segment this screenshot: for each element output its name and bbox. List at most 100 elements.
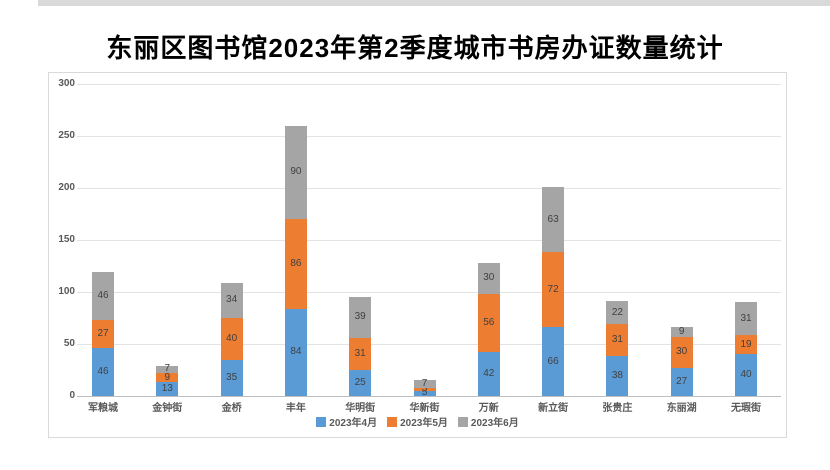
bar-segment[interactable]: [477, 294, 500, 353]
bar-value-label: 86: [290, 257, 302, 269]
legend-swatch-icon: [387, 416, 398, 427]
bar-segment[interactable]: [542, 327, 565, 396]
bar-segment[interactable]: [156, 382, 179, 396]
bar-value-label: 90: [290, 166, 302, 178]
bar-segment[interactable]: [670, 336, 693, 368]
bar-segment[interactable]: [670, 327, 693, 337]
bar-segment[interactable]: [156, 373, 179, 383]
bar-value-label: 31: [354, 347, 366, 359]
x-axis-line: [77, 396, 781, 397]
bar-value-label: 13: [161, 383, 173, 395]
bar-value-label: 7: [164, 363, 171, 375]
bar-value-label: 25: [354, 377, 366, 388]
bar-value-label: 35: [226, 371, 238, 383]
bar-value-label: 66: [547, 355, 559, 367]
bar-segment[interactable]: [413, 380, 436, 388]
bar-value-label: 27: [97, 328, 109, 340]
bar-value-label: 30: [676, 346, 688, 358]
legend-item[interactable]: 2023年4月: [316, 414, 377, 429]
bar-segment[interactable]: [349, 337, 372, 370]
window-top-strip: [38, 0, 830, 6]
legend-label: 2023年6月: [470, 418, 519, 429]
bar-segment[interactable]: [156, 365, 179, 374]
legend: 2023年4月 2023年5月 2023年6月: [49, 414, 786, 429]
x-axis-category-label: 金钟街: [152, 403, 183, 414]
bar-segment[interactable]: [735, 334, 757, 355]
x-axis-category-label: 金桥: [221, 403, 242, 414]
x-axis-category-label: 军粮城: [88, 403, 118, 414]
bar-segment[interactable]: [284, 219, 307, 309]
legend-item[interactable]: 2023年6月: [457, 414, 519, 429]
bar-segment[interactable]: [349, 370, 372, 396]
bar-value-label: 9: [678, 326, 685, 338]
bar-segment[interactable]: [413, 387, 436, 391]
y-gridline: [77, 344, 781, 345]
bar-segment[interactable]: [606, 301, 629, 325]
y-axis-tick-label: 100: [58, 286, 75, 297]
bar-segment[interactable]: [606, 356, 629, 396]
bar-value-label: 30: [483, 272, 495, 284]
bar-segment[interactable]: [477, 262, 500, 295]
bar-value-label: 40: [740, 369, 752, 381]
y-gridline: [77, 292, 781, 293]
bar-segment[interactable]: [606, 324, 629, 357]
bar-value-label: 19: [740, 338, 752, 350]
bar-segment[interactable]: [670, 367, 693, 396]
page-title: 东丽区图书馆2023年第2季度城市书房办证数量统计: [106, 33, 724, 63]
y-axis-tick-label: 0: [69, 390, 75, 401]
bar-segment[interactable]: [735, 354, 757, 396]
bar-value-label: 22: [611, 306, 623, 318]
bar-value-label: 84: [290, 346, 302, 358]
bar-segment[interactable]: [284, 125, 307, 220]
bar-segment[interactable]: [413, 390, 436, 396]
y-axis-tick-label: 50: [63, 338, 75, 349]
y-gridline: [77, 136, 781, 137]
bar-segment[interactable]: [92, 320, 114, 349]
bar-segment[interactable]: [220, 318, 243, 360]
x-axis-category-label: 新立街: [538, 403, 569, 414]
legend-swatch-icon: [316, 416, 327, 427]
bar-value-label: 40: [226, 332, 238, 344]
legend-label: 2023年4月: [329, 418, 378, 429]
x-axis-category-label: 华明街: [345, 403, 376, 414]
y-axis-tick-label: 250: [58, 130, 75, 141]
bar-value-label: 34: [226, 294, 238, 306]
bar-segment[interactable]: [220, 282, 243, 318]
x-axis-category-label: 丰年: [285, 403, 306, 414]
y-gridline: [77, 240, 781, 241]
bar-segment[interactable]: [477, 352, 500, 396]
bar-segment[interactable]: [542, 186, 565, 253]
bar-value-label: 56: [483, 317, 495, 329]
bar-value-label: 72: [547, 283, 559, 295]
bar-value-label: 9: [164, 371, 171, 383]
bar-segment[interactable]: [349, 297, 372, 338]
bar-value-label: 46: [97, 290, 109, 302]
bar-segment[interactable]: [92, 272, 114, 321]
bar-value-label: 27: [676, 375, 688, 387]
legend-label: 2023年5月: [400, 418, 448, 429]
bar-segment[interactable]: [735, 302, 757, 335]
bar-segment[interactable]: [284, 308, 307, 396]
bar-value-label: 31: [611, 334, 623, 346]
bar-value-label: 3: [421, 383, 428, 395]
bar-value-label: 63: [547, 213, 559, 225]
y-gridline: [77, 188, 781, 189]
bar-segment[interactable]: [92, 348, 114, 396]
x-axis-category-label: 万新: [478, 403, 499, 414]
x-axis-category-label: 东丽湖: [666, 403, 697, 414]
y-axis-tick-label: 150: [58, 234, 75, 245]
chart-area: 0 50 100 150 200 250 300 46 27 46 军粮城 13 9 7 金钟街 35 40 34…: [48, 72, 787, 438]
bar-value-label: 39: [354, 311, 366, 323]
bar-segment[interactable]: [542, 252, 565, 328]
x-axis-category-label: 华新街: [409, 403, 440, 414]
y-axis-tick-label: 300: [58, 78, 75, 89]
bar-value-label: 42: [483, 368, 495, 380]
bar-value-label: 5: [421, 387, 428, 399]
bar-value-label: 7: [421, 378, 428, 390]
legend-item[interactable]: 2023年5月: [387, 414, 448, 429]
y-gridline: [77, 84, 781, 85]
x-axis-category-label: 无瑕街: [731, 403, 761, 414]
bar-value-label: 38: [611, 370, 623, 382]
bar-value-label: 31: [740, 312, 752, 324]
bar-segment[interactable]: [220, 359, 243, 396]
